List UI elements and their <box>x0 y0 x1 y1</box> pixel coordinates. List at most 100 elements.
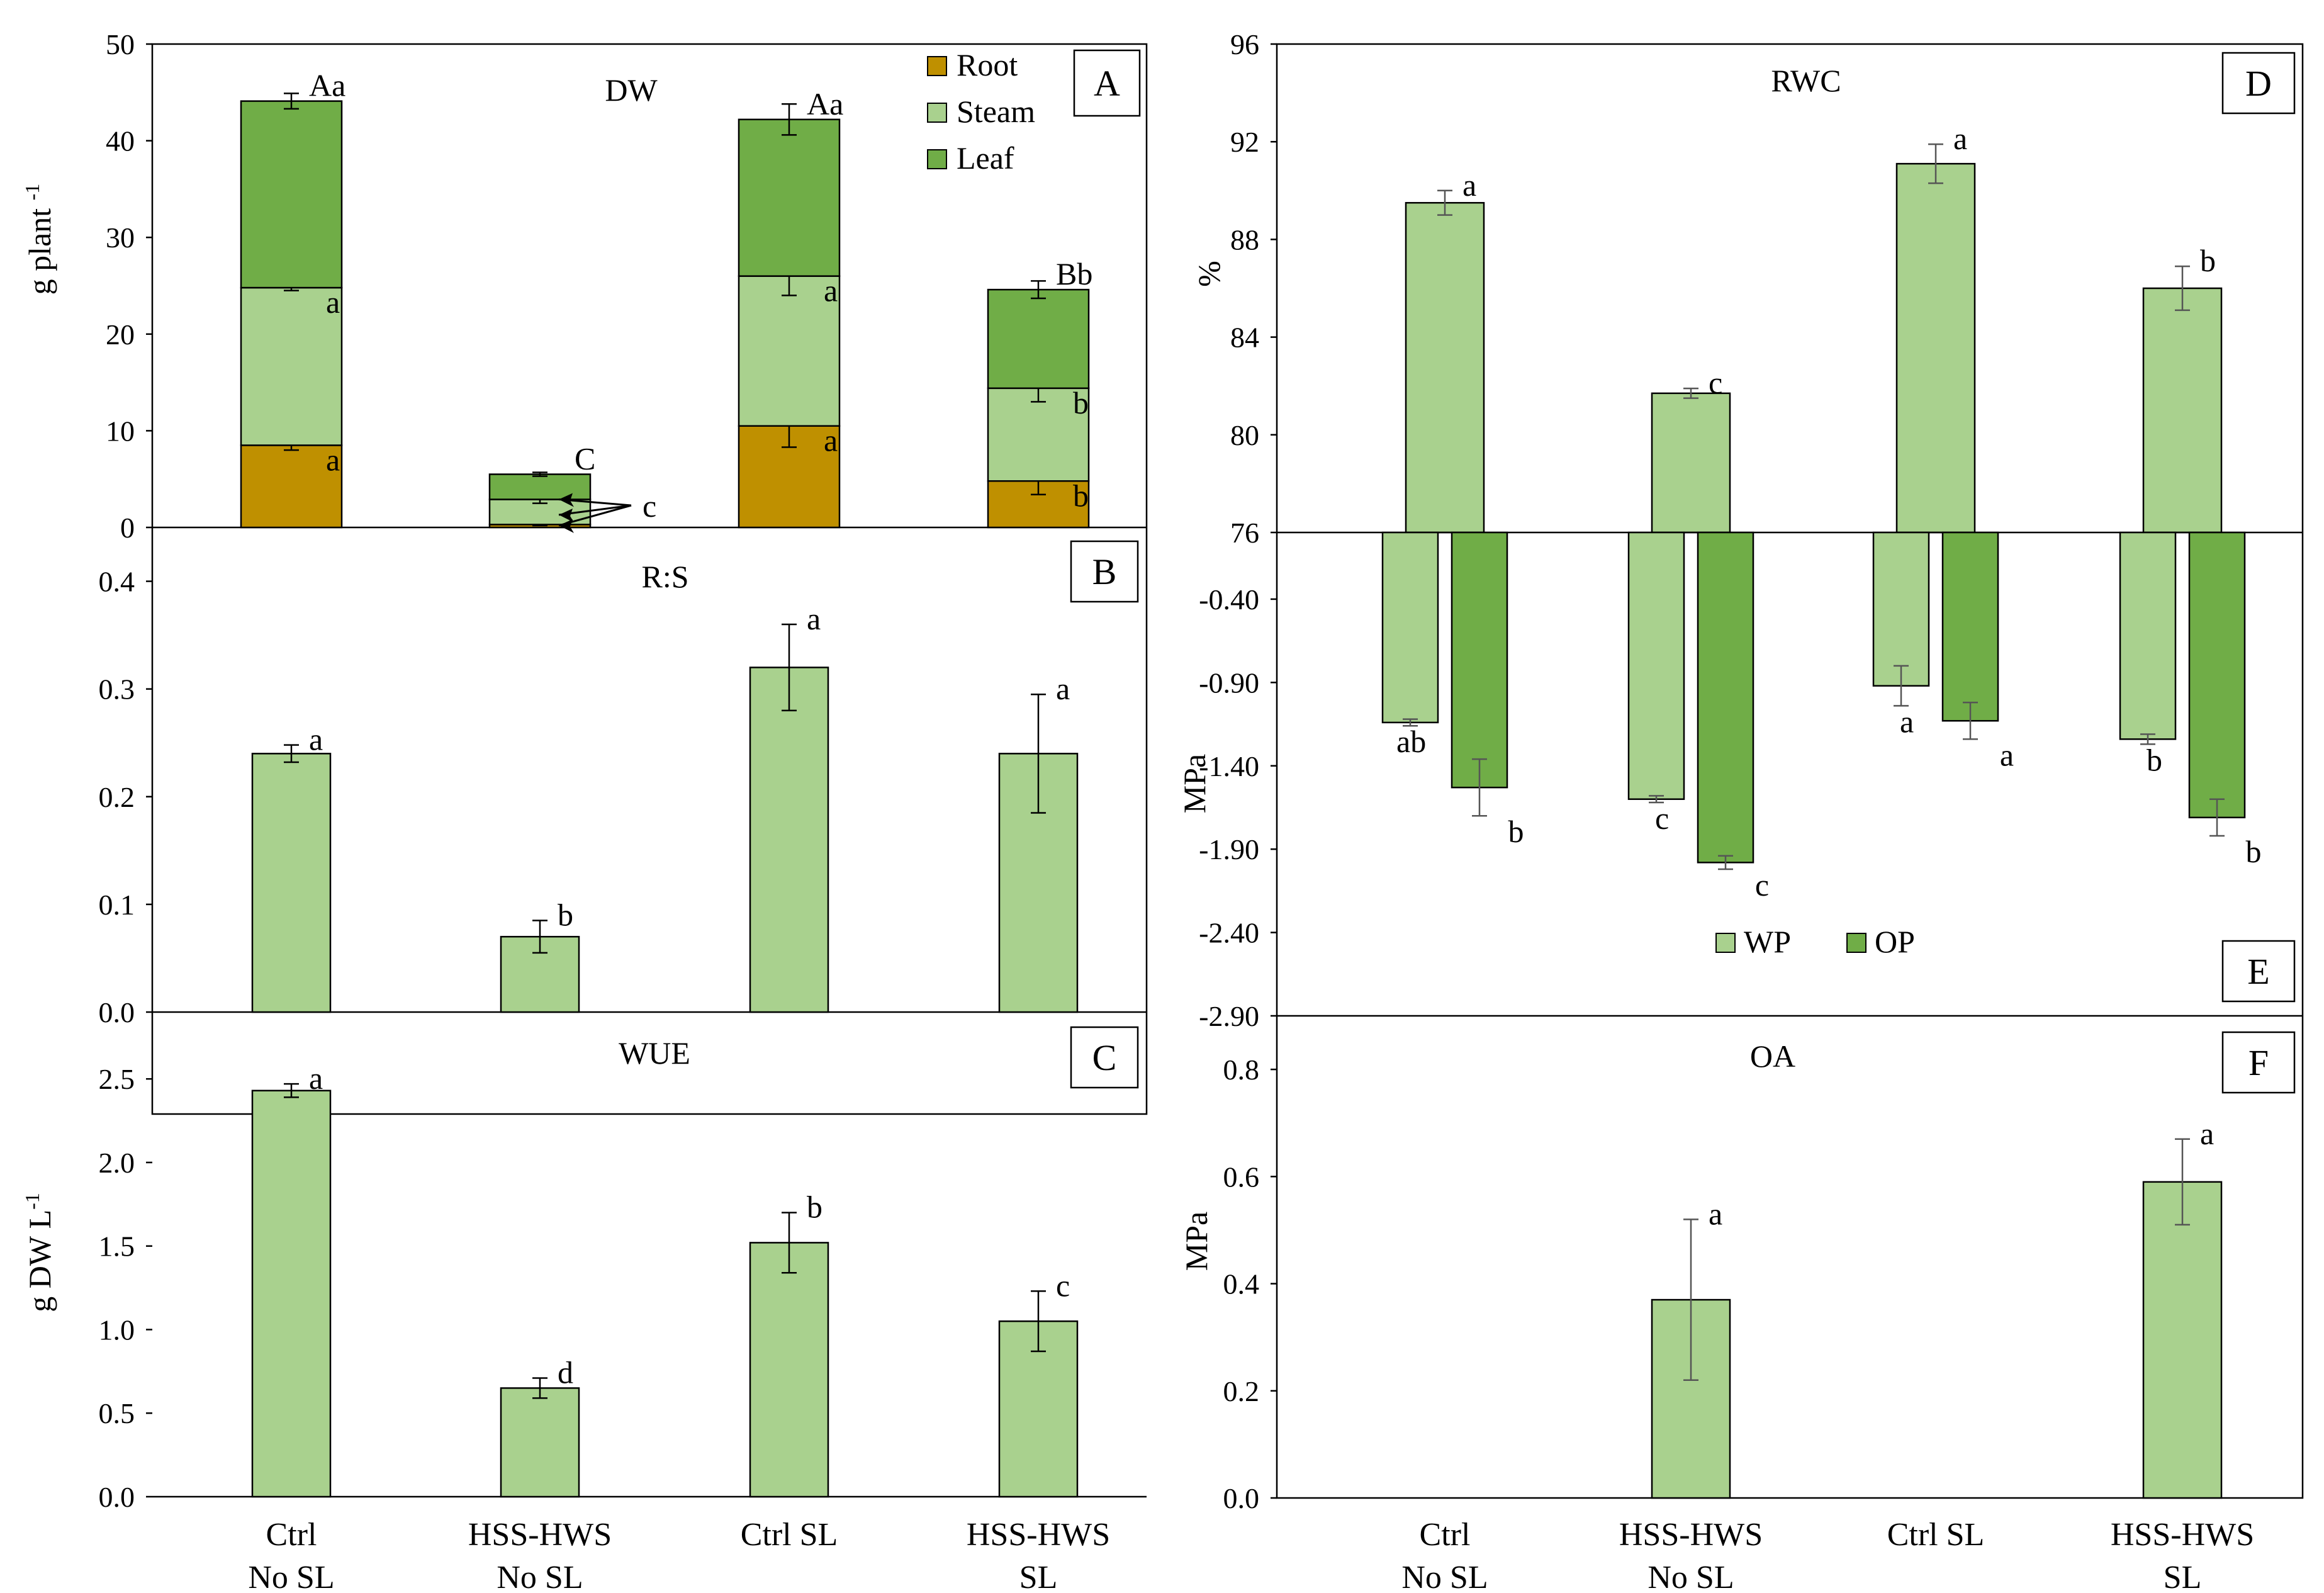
panel-e-bar-wp <box>1627 531 1685 800</box>
panel-e-letter-op: b <box>1508 814 1524 849</box>
panel-b-y-tick-label: 0.2 <box>99 781 135 813</box>
panel-e-bar-op <box>2188 531 2246 819</box>
panel-b-title: R:S <box>641 559 688 594</box>
panel-f-bar <box>2142 1181 2223 1499</box>
panel-e-legend-label: OP <box>1875 924 1915 959</box>
panel-e-letter-wp: c <box>1655 801 1669 836</box>
panel-e-bar-op <box>1697 531 1754 864</box>
panel-a-bar-steam <box>738 275 841 427</box>
panel-c-ylabel: g DW L-1 <box>21 1193 57 1312</box>
panel-f-y-tick-label: 0.0 <box>1223 1482 1260 1514</box>
panel-b-y-tick-label: 0.3 <box>99 673 135 706</box>
panel-a-bar-leaf <box>987 288 1090 390</box>
panel-b-letter: B <box>1092 551 1117 592</box>
panel-a-ylabel: g plant -1 <box>21 184 57 295</box>
panel-a-bar-leaf <box>738 118 841 277</box>
panel-e-y-tick-label: -1.90 <box>1199 833 1259 865</box>
panel-d-letter: b <box>2200 243 2216 278</box>
right-category-label: Ctrl <box>1420 1517 1471 1553</box>
panel-e-letter: E <box>2247 951 2269 992</box>
right-category-label: Ctrl SL <box>1887 1517 1985 1553</box>
panel-d-label-box <box>2221 52 2296 115</box>
left-category-label: SL <box>1019 1560 1058 1593</box>
panel-d-y-tick-label: 92 <box>1230 126 1259 158</box>
right-panels-frame <box>1276 43 2304 1499</box>
panel-f-ylabel: MPa <box>1179 1212 1214 1271</box>
panel-d-bar <box>1405 201 1485 534</box>
panel-f-y-tick-label: 0.2 <box>1223 1375 1260 1407</box>
panel-a-arrow-label: c <box>643 488 656 524</box>
panel-d-y-tick-label: 96 <box>1230 28 1259 60</box>
left-panels-frame <box>151 43 1148 1115</box>
panel-d-letter: D <box>2245 63 2272 104</box>
panel-e-letter-wp: a <box>1900 704 1914 739</box>
panel-d-letter: a <box>1953 121 1967 156</box>
panel-e-legend-label: WP <box>1744 924 1791 959</box>
panel-f-label-box <box>2221 1031 2296 1094</box>
left-category-label: HSS-HWS <box>967 1517 1110 1553</box>
panel-c-bar <box>251 1089 332 1498</box>
panel-a-y-tick-label: 20 <box>106 318 135 351</box>
right-category-label: HSS-HWS <box>1619 1517 1763 1553</box>
left-category-label: Ctrl <box>266 1517 317 1553</box>
panel-c-title: WUE <box>619 1035 690 1071</box>
panel-c-letter: a <box>309 1061 323 1096</box>
panel-e-bar-wp <box>1381 531 1439 724</box>
panel-e-letter-op: c <box>1755 867 1769 903</box>
left-category-label: HSS-HWS <box>468 1517 612 1553</box>
panel-a-arrow-head <box>559 509 574 523</box>
panel-a-y-tick-label: 40 <box>106 125 135 157</box>
panel-c-letter: C <box>1092 1037 1117 1078</box>
panel-a-bar-leaf <box>488 473 592 500</box>
panel-a-legend-swatch <box>927 56 947 76</box>
panel-a-y-tick-label: 30 <box>106 222 135 254</box>
panel-a-arrow-head <box>559 493 574 507</box>
panel-a-y-tick-label: 10 <box>106 415 135 447</box>
panel-d-y-tick-label: 76 <box>1230 517 1259 549</box>
right-category-label: No SL <box>1401 1560 1488 1593</box>
panel-a-letter-leaf: C <box>575 441 595 476</box>
panel-d-bar <box>1895 162 1976 534</box>
panel-c-y-tick-label: 1.5 <box>99 1230 135 1263</box>
panel-b-y-tick-label: 0.4 <box>99 566 135 598</box>
panel-a-legend-label: Root <box>957 47 1018 82</box>
panel-c-bar <box>998 1320 1079 1498</box>
panel-c-letter: c <box>1056 1268 1070 1303</box>
panel-d-y-tick-label: 80 <box>1230 419 1259 451</box>
panel-c-letter: b <box>807 1190 822 1225</box>
panel-a-bar-steam <box>488 498 592 526</box>
panel-c-y-tick-label: 0.5 <box>99 1397 135 1429</box>
chart-marks: 01020304050aaAaCaaAabbBbcRootSteamLeaf0.… <box>99 28 2303 1593</box>
panel-f-y-tick-label: 0.6 <box>1223 1161 1260 1193</box>
panel-d-letter: a <box>1462 167 1476 203</box>
panel-a-letter-root: a <box>326 442 340 477</box>
panel-a-y-tick-label: 0 <box>120 512 135 544</box>
panel-c-y-tick-label: 2.5 <box>99 1063 135 1095</box>
panel-a-legend-label: Steam <box>957 94 1035 129</box>
panel-c-bar <box>749 1242 829 1498</box>
panel-e-bar-op <box>1451 531 1508 789</box>
panel-b-y-tick-label: 0.1 <box>99 889 135 921</box>
panel-c-y-tick-label: 1.0 <box>99 1314 135 1346</box>
panel-c-y-tick-label: 0.0 <box>99 1481 135 1513</box>
right-category-label: No SL <box>1648 1560 1734 1593</box>
panel-f-letter: a <box>2200 1116 2214 1151</box>
left-category-label: Ctrl SL <box>741 1517 838 1553</box>
left-category-label: No SL <box>497 1560 583 1593</box>
panel-a-letter-steam: a <box>824 273 838 308</box>
panel-a-letter-root: a <box>824 423 838 458</box>
panel-e-letter-wp: b <box>2147 742 2162 777</box>
panel-f-title: OA <box>1750 1039 1795 1074</box>
panel-e-y-tick-label: -0.40 <box>1199 583 1259 616</box>
panel-d-title: RWC <box>1771 63 1841 98</box>
panel-d-y-tick-label: 84 <box>1230 322 1259 354</box>
panel-a-legend-label: Leaf <box>957 140 1014 176</box>
panel-a-bar-root <box>240 444 343 529</box>
panel-a-arrow <box>558 498 632 507</box>
panel-b-letter: a <box>309 722 323 757</box>
panel-a-bar-steam <box>987 387 1090 482</box>
panel-f-y-tick-label: 0.8 <box>1223 1054 1260 1086</box>
panel-a-legend-swatch <box>927 103 947 123</box>
panel-e-label-box <box>2221 940 2296 1003</box>
